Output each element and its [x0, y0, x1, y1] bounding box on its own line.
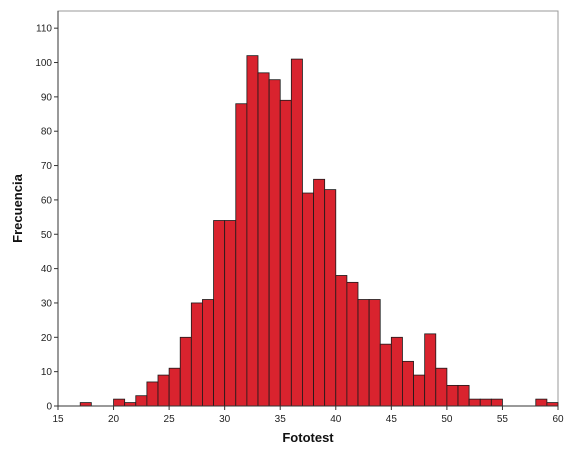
- histogram-bar: [224, 220, 237, 407]
- histogram-bar: [157, 374, 170, 407]
- histogram-bar: [168, 367, 181, 407]
- histogram-bar: [324, 189, 337, 407]
- histogram-bar: [257, 72, 270, 407]
- histogram-bar: [246, 55, 259, 407]
- histogram-bar: [302, 192, 314, 407]
- histogram-bar: [190, 302, 203, 407]
- histogram-bar: [535, 398, 548, 407]
- x-tick-label: 25: [164, 414, 176, 425]
- y-tick-label: 70: [41, 161, 53, 172]
- histogram-bar: [446, 384, 459, 407]
- histogram-bar: [146, 381, 159, 407]
- y-tick-label: 50: [41, 230, 53, 241]
- histogram-bar: [113, 398, 126, 407]
- x-tick-label: 30: [219, 414, 231, 425]
- histogram-bar: [390, 336, 403, 407]
- histogram-bar: [313, 178, 326, 407]
- histogram-bar: [468, 398, 481, 407]
- histogram-bar: [268, 79, 281, 407]
- y-tick-label: 80: [41, 127, 53, 138]
- histogram-bar: [413, 374, 426, 407]
- histogram-bar: [546, 402, 559, 407]
- histogram-bar: [124, 402, 137, 407]
- y-tick-label: 90: [41, 92, 53, 103]
- histogram-bar: [202, 299, 214, 407]
- y-axis-title: Frecuencia: [10, 173, 25, 242]
- x-tick-label: 55: [497, 414, 509, 425]
- y-tick-label: 30: [41, 298, 53, 309]
- y-tick-label: 10: [41, 367, 53, 378]
- histogram-bars: [79, 55, 559, 407]
- histogram-bar: [357, 299, 370, 407]
- histogram-bar: [424, 333, 437, 407]
- histogram-bar: [79, 402, 92, 407]
- histogram-bar: [346, 281, 359, 407]
- y-tick-label: 100: [35, 58, 52, 69]
- histogram-bar: [490, 398, 503, 407]
- y-tick-label: 20: [41, 333, 53, 344]
- histogram-bar: [379, 343, 392, 407]
- histogram-bar: [435, 367, 448, 407]
- x-tick-label: 50: [441, 414, 453, 425]
- histogram-bar: [335, 275, 348, 407]
- histogram-bar: [179, 336, 192, 407]
- x-tick-label: 60: [552, 414, 564, 425]
- x-axis-title: Fototest: [282, 430, 334, 445]
- histogram-bar: [402, 360, 414, 407]
- histogram-bar: [135, 395, 148, 407]
- x-tick-label: 35: [275, 414, 287, 425]
- y-tick-label: 0: [46, 402, 52, 413]
- y-tick-label: 60: [41, 195, 53, 206]
- x-tick-label: 45: [386, 414, 398, 425]
- axes: [57, 11, 558, 407]
- x-axis-ticks: 15 20 25 30 35 40 45 50 55 60: [52, 406, 564, 425]
- histogram-bar: [368, 299, 381, 407]
- x-tick-label: 40: [330, 414, 342, 425]
- histogram-bar: [235, 103, 248, 407]
- x-tick-label: 20: [108, 414, 120, 425]
- histogram-bar: [479, 398, 492, 407]
- y-tick-label: 40: [41, 264, 53, 275]
- histogram-bar: [290, 58, 303, 407]
- histogram-bar: [213, 220, 226, 407]
- histogram-bar: [457, 384, 470, 407]
- y-tick-label: 110: [36, 24, 52, 35]
- y-axis-ticks: 0 10 20 30 40 50 60 70 80 90 100 110: [35, 24, 58, 413]
- histogram-bar: [279, 99, 292, 407]
- x-tick-label: 15: [52, 414, 64, 425]
